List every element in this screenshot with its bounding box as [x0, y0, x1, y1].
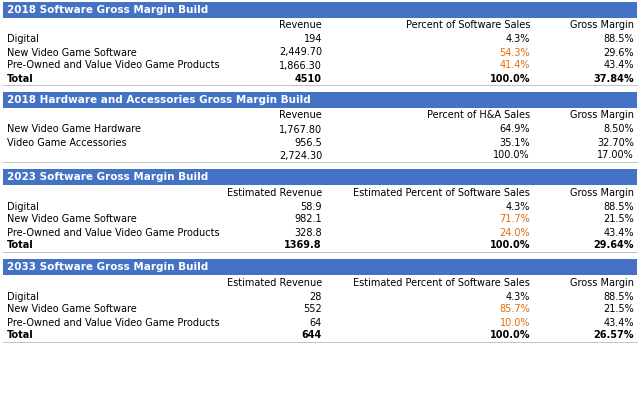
Bar: [3, 136, 637, 149]
Text: Gross Margin: Gross Margin: [570, 110, 634, 120]
Text: 2018 Hardware and Accessories Gross Margin Build: 2018 Hardware and Accessories Gross Marg…: [7, 95, 311, 105]
Text: 88.5%: 88.5%: [604, 201, 634, 212]
Bar: [3, 46, 637, 59]
Text: 982.1: 982.1: [294, 214, 322, 224]
Text: 2033 Software Gross Margin Build: 2033 Software Gross Margin Build: [7, 262, 208, 272]
Text: 8.50%: 8.50%: [604, 125, 634, 135]
Text: 4510: 4510: [295, 74, 322, 84]
Text: 64: 64: [310, 318, 322, 327]
Text: 88.5%: 88.5%: [604, 35, 634, 44]
Text: 10.0%: 10.0%: [499, 318, 530, 327]
Text: 29.6%: 29.6%: [604, 48, 634, 58]
Bar: [3, 329, 637, 342]
Text: 43.4%: 43.4%: [604, 61, 634, 71]
Bar: [3, 18, 637, 33]
Text: Estimated Revenue: Estimated Revenue: [227, 188, 322, 197]
Text: 43.4%: 43.4%: [604, 227, 634, 237]
Text: 29.64%: 29.64%: [593, 240, 634, 250]
Text: 21.5%: 21.5%: [604, 214, 634, 224]
Text: 71.7%: 71.7%: [499, 214, 530, 224]
Text: Total: Total: [7, 331, 34, 341]
Text: 1,767.80: 1,767.80: [279, 125, 322, 135]
Text: 24.0%: 24.0%: [499, 227, 530, 237]
Text: 100.0%: 100.0%: [493, 150, 530, 161]
Bar: [3, 213, 637, 226]
Text: 37.84%: 37.84%: [593, 74, 634, 84]
Text: 1369.8: 1369.8: [284, 240, 322, 250]
Text: 4.3%: 4.3%: [506, 35, 530, 44]
Bar: [3, 149, 637, 162]
Text: New Video Game Hardware: New Video Game Hardware: [7, 125, 141, 135]
Bar: [3, 259, 637, 275]
Text: 644: 644: [301, 331, 322, 341]
Text: Estimated Revenue: Estimated Revenue: [227, 278, 322, 288]
Text: 2,449.70: 2,449.70: [279, 48, 322, 58]
Text: Estimated Percent of Software Sales: Estimated Percent of Software Sales: [353, 278, 530, 288]
Text: 2018 Software Gross Margin Build: 2018 Software Gross Margin Build: [7, 5, 208, 15]
Bar: [3, 239, 637, 252]
Bar: [3, 275, 637, 290]
Text: New Video Game Software: New Video Game Software: [7, 48, 137, 58]
Bar: [3, 108, 637, 123]
Text: 194: 194: [303, 35, 322, 44]
Text: Pre-Owned and Value Video Game Products: Pre-Owned and Value Video Game Products: [7, 61, 220, 71]
Text: 58.9: 58.9: [301, 201, 322, 212]
Text: 41.4%: 41.4%: [499, 61, 530, 71]
Text: 17.00%: 17.00%: [597, 150, 634, 161]
Text: Digital: Digital: [7, 35, 39, 44]
Text: Percent of Software Sales: Percent of Software Sales: [406, 20, 530, 31]
Bar: [3, 290, 637, 303]
Text: 2023 Software Gross Margin Build: 2023 Software Gross Margin Build: [7, 172, 208, 182]
Bar: [3, 303, 637, 316]
Text: Estimated Percent of Software Sales: Estimated Percent of Software Sales: [353, 188, 530, 197]
Text: Gross Margin: Gross Margin: [570, 278, 634, 288]
Text: Pre-Owned and Value Video Game Products: Pre-Owned and Value Video Game Products: [7, 227, 220, 237]
Text: Pre-Owned and Value Video Game Products: Pre-Owned and Value Video Game Products: [7, 318, 220, 327]
Bar: [3, 123, 637, 136]
Bar: [3, 200, 637, 213]
Text: 28: 28: [310, 291, 322, 301]
Bar: [3, 316, 637, 329]
Text: Digital: Digital: [7, 201, 39, 212]
Bar: [3, 92, 637, 108]
Text: 1,866.30: 1,866.30: [279, 61, 322, 71]
Text: Gross Margin: Gross Margin: [570, 188, 634, 197]
Bar: [3, 59, 637, 72]
Text: New Video Game Software: New Video Game Software: [7, 214, 137, 224]
Text: Digital: Digital: [7, 291, 39, 301]
Text: 100.0%: 100.0%: [490, 74, 530, 84]
Text: 956.5: 956.5: [294, 138, 322, 148]
Text: 26.57%: 26.57%: [593, 331, 634, 341]
Text: Total: Total: [7, 240, 34, 250]
Text: 35.1%: 35.1%: [499, 138, 530, 148]
Text: Percent of H&A Sales: Percent of H&A Sales: [427, 110, 530, 120]
Text: 32.70%: 32.70%: [597, 138, 634, 148]
Text: 64.9%: 64.9%: [499, 125, 530, 135]
Text: 85.7%: 85.7%: [499, 304, 530, 314]
Text: 54.3%: 54.3%: [499, 48, 530, 58]
Text: New Video Game Software: New Video Game Software: [7, 304, 137, 314]
Bar: [3, 226, 637, 239]
Text: Gross Margin: Gross Margin: [570, 20, 634, 31]
Text: 100.0%: 100.0%: [490, 240, 530, 250]
Bar: [3, 2, 637, 18]
Text: Total: Total: [7, 74, 34, 84]
Text: 88.5%: 88.5%: [604, 291, 634, 301]
Text: 43.4%: 43.4%: [604, 318, 634, 327]
Text: 552: 552: [303, 304, 322, 314]
Text: 21.5%: 21.5%: [604, 304, 634, 314]
Bar: [3, 169, 637, 185]
Text: 4.3%: 4.3%: [506, 291, 530, 301]
Text: 4.3%: 4.3%: [506, 201, 530, 212]
Bar: [3, 185, 637, 200]
Text: Video Game Accessories: Video Game Accessories: [7, 138, 127, 148]
Text: Revenue: Revenue: [279, 20, 322, 31]
Text: 328.8: 328.8: [294, 227, 322, 237]
Text: 2,724.30: 2,724.30: [279, 150, 322, 161]
Text: Revenue: Revenue: [279, 110, 322, 120]
Text: 100.0%: 100.0%: [490, 331, 530, 341]
Bar: [3, 72, 637, 85]
Bar: [3, 33, 637, 46]
